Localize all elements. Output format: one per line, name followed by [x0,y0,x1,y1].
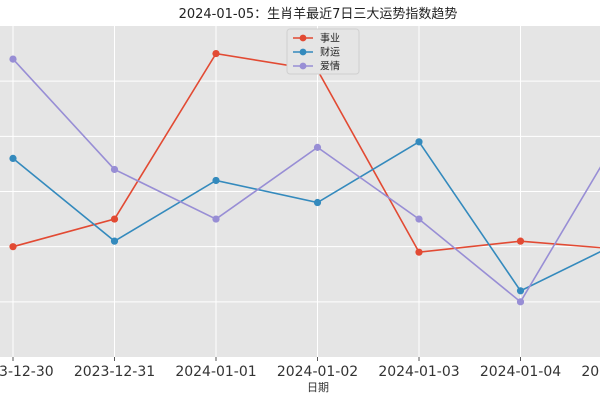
x-tick-label: 2024-01-04 [480,364,561,380]
data-point [415,138,423,146]
legend-swatch-marker [299,48,307,56]
x-tick-label: 2024-01-02 [277,364,358,380]
data-point [313,143,322,151]
data-point [516,298,525,306]
data-point [110,237,119,245]
data-point [9,154,17,162]
data-point [415,248,423,256]
data-point [212,215,220,223]
x-tick-label: 2024-01-05 [581,364,600,380]
legend-label: 财运 [320,46,340,59]
data-point [110,215,119,223]
x-tick-label: 2023-12-31 [74,364,155,380]
data-point [516,287,525,295]
data-point [212,176,220,185]
data-point [9,55,17,63]
chart-title: 2024-01-05：生肖羊最近7日三大运势指数趋势 [179,6,458,22]
legend-swatch-marker [299,62,307,70]
data-point [313,198,322,207]
x-tick-label: 2023-12-30 [0,364,54,380]
x-tick-label: 2024-01-03 [378,364,459,380]
legend-swatch-marker [299,34,307,42]
data-point [110,165,119,174]
data-point [9,243,17,251]
legend-label: 爱情 [320,60,340,73]
data-point [415,215,423,223]
legend-label: 事业 [320,32,340,45]
x-axis-label: 日期 [307,381,329,394]
x-ticks: 2023-12-30 2023-12-31 2024-01-01 2024-01-02… [0,357,600,380]
data-point [516,237,525,245]
data-point [212,49,220,58]
x-tick-label: 2024-01-01 [175,364,256,380]
